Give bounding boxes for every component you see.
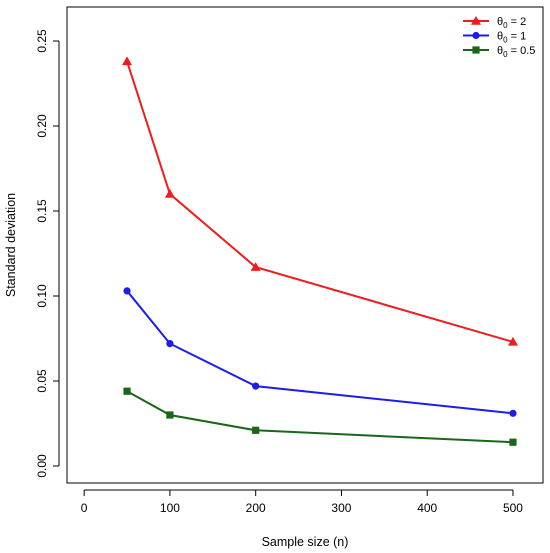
- y-axis: 0.00 0.05 0.10 0.15 0.20 0.25: [35, 29, 60, 478]
- y-tick-label: 0.25: [35, 29, 49, 53]
- series-2: [123, 287, 517, 417]
- series-3: [123, 387, 517, 446]
- series-line: [126, 290, 514, 415]
- legend-item: θ0 = 1: [463, 31, 526, 45]
- data-point: [166, 340, 174, 348]
- data-point: [509, 409, 517, 417]
- data-point: [507, 336, 518, 346]
- x-axis-label: Sample size (n): [262, 535, 349, 549]
- series-line: [126, 390, 514, 444]
- x-tick-label: 0: [81, 501, 88, 515]
- series-line: [126, 61, 514, 343]
- legend-item: θ0 = 0.5: [463, 45, 535, 59]
- y-axis-label: Standard deviation: [4, 193, 18, 297]
- plot-frame: [66, 6, 544, 484]
- x-tick-label: 500: [503, 501, 523, 515]
- y-tick-label: 0.20: [35, 114, 49, 138]
- legend-marker: [472, 46, 480, 54]
- legend-label: θ0 = 2: [497, 16, 526, 30]
- y-tick-label: 0.15: [35, 199, 49, 223]
- data-point: [166, 411, 174, 419]
- data-point: [252, 382, 260, 390]
- legend-label: θ0 = 0.5: [497, 45, 535, 59]
- x-tick-label: 200: [246, 501, 266, 515]
- legend-label: θ0 = 1: [497, 31, 526, 45]
- legend-marker: [472, 31, 480, 40]
- data-point: [123, 387, 131, 395]
- x-tick-label: 100: [160, 501, 180, 515]
- data-point: [252, 426, 260, 434]
- legend-item: θ0 = 2: [463, 16, 526, 30]
- series-layer: [122, 56, 518, 446]
- y-tick-label: 0.10: [35, 284, 49, 308]
- x-tick-label: 300: [331, 501, 351, 515]
- data-point: [250, 262, 261, 271]
- x-tick-label: 400: [417, 501, 437, 515]
- data-point: [123, 287, 131, 295]
- legend: θ0 = 2θ0 = 1θ0 = 0.5: [463, 16, 535, 59]
- data-point: [164, 189, 175, 198]
- series-1: [122, 56, 518, 346]
- x-axis: 0 100 200 300 400 500: [81, 489, 523, 515]
- data-point: [122, 56, 133, 66]
- legend-marker: [471, 16, 481, 25]
- y-tick-label: 0.05: [35, 369, 49, 393]
- y-tick-label: 0.00: [35, 454, 49, 478]
- data-point: [509, 438, 517, 446]
